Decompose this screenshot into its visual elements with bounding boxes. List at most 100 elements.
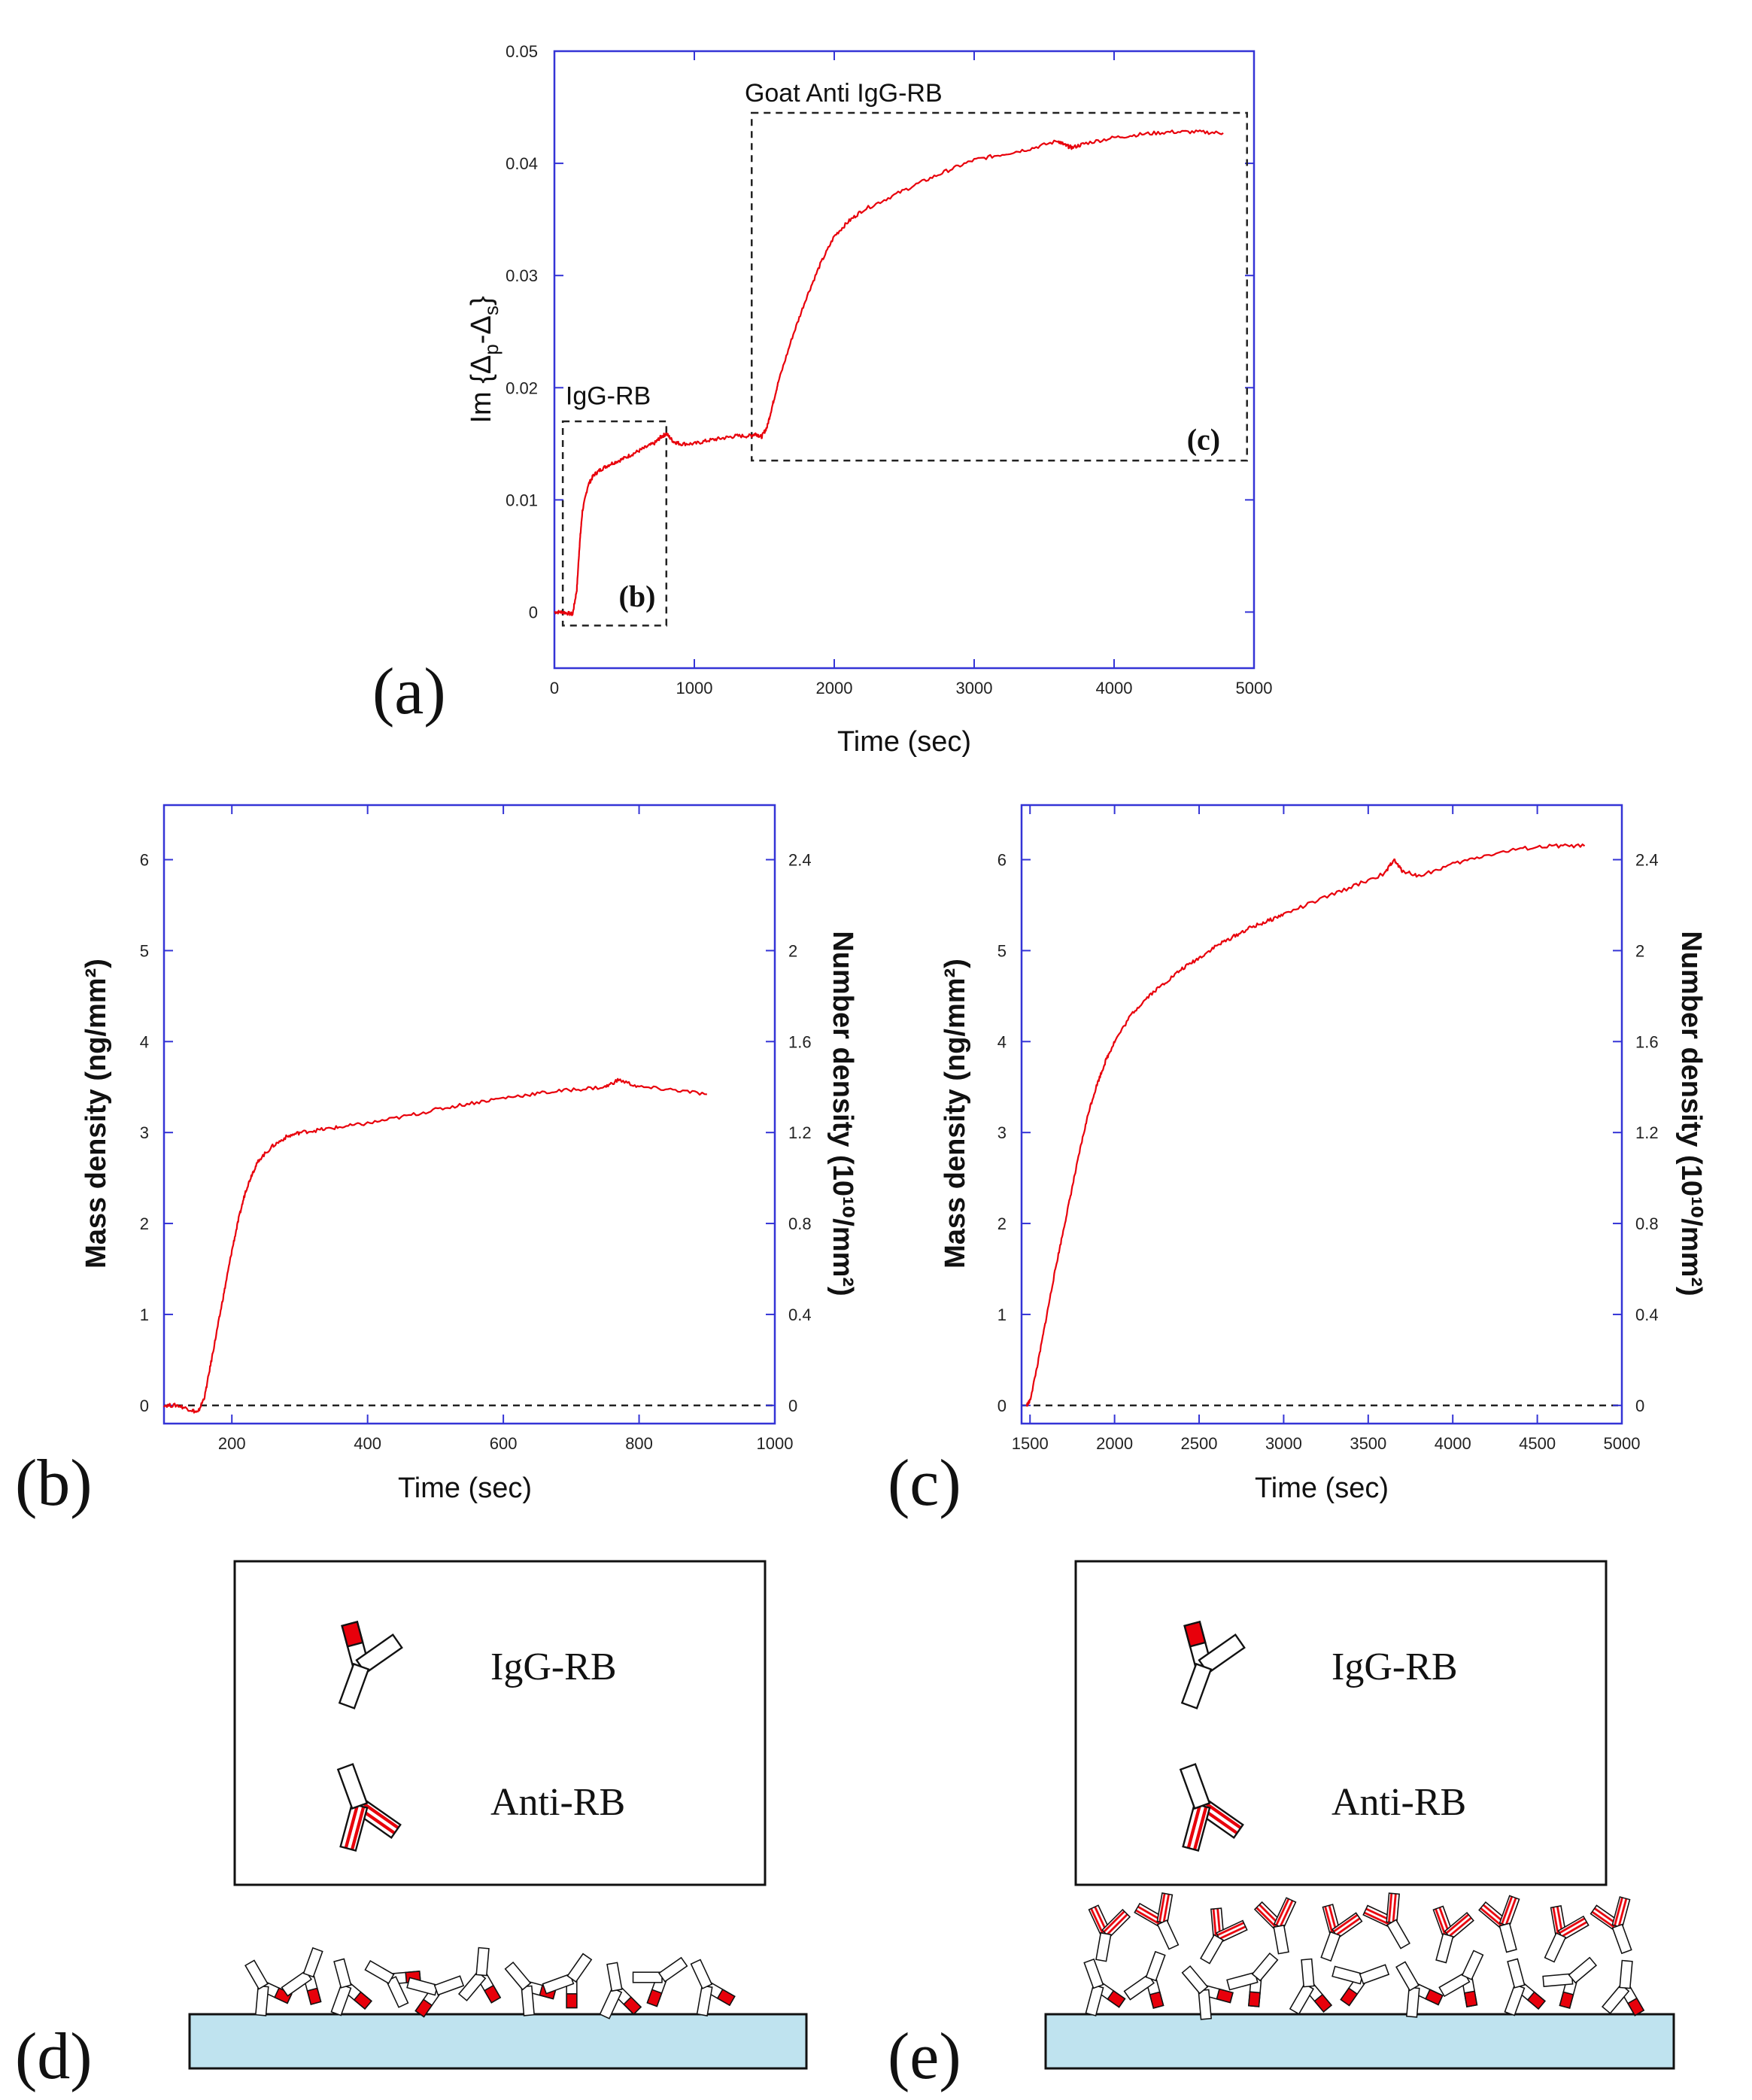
y-tick-label: 4: [997, 1032, 1007, 1051]
y2-tick-label: 2.4: [788, 851, 812, 870]
panel-label-b: (b): [15, 1447, 93, 1520]
anti-rb-antibody: [1529, 1901, 1592, 1970]
y-axis-label-c: Mass density (ng/mm²): [940, 959, 971, 1269]
y-tick-label: 0: [140, 1396, 149, 1415]
y2-tick-label: 2: [1635, 941, 1644, 960]
chart-c: 1500 2000 2500 3000 3500 4000 4500 5000 0 1 2 3 4 5 6 0…: [888, 804, 1707, 1520]
y2-tick-label: 1.6: [788, 1032, 812, 1051]
y2-tick-label: 1.6: [1635, 1032, 1659, 1051]
igg-rb-antibody: [1328, 1949, 1395, 2008]
chart-a: 0 1000 2000 3000 4000 5000 0 0.01 0.02 0.03 0.04 0.…: [372, 42, 1272, 758]
x-tick-label: 2500: [1181, 1434, 1218, 1453]
series-line-c: [1025, 843, 1586, 1407]
panel-label-a: (a): [372, 655, 446, 728]
igg-rb-antibody: [1601, 1958, 1649, 2017]
x-tick-label: 400: [354, 1434, 381, 1453]
substrate-e: [1044, 2013, 1675, 2070]
y-axis-label-a: Im {Δp-Δs}: [466, 296, 503, 423]
igg-rb-antibody: [1068, 1953, 1128, 2019]
x-tick-label: 4500: [1519, 1434, 1556, 1453]
panel-label-d: (d): [15, 2020, 93, 2093]
x-tick-label: 600: [490, 1434, 518, 1453]
x-tick-label: 2000: [1096, 1434, 1133, 1453]
y2-tick-label: 0: [788, 1396, 797, 1415]
igg-rb-antibody: [676, 1952, 738, 2020]
y-tick-label: 3: [997, 1123, 1007, 1142]
igg-rb-antibody: [1285, 1956, 1333, 2016]
y-tick-label: 0.03: [506, 266, 538, 285]
substrate-d: [188, 2013, 808, 2070]
plot-frame-a: [553, 50, 1256, 670]
igg-rb-antibody: [457, 1945, 506, 2004]
legend-box-d: [233, 1560, 767, 1886]
y-tick-label: 1: [997, 1305, 1007, 1324]
tick-labels-a: 0 1000 2000 3000 4000 5000 0 0.01 0.02 0.03 0.04 0.…: [506, 42, 1272, 697]
x-tick-label: 5000: [1236, 679, 1273, 697]
y-tick-label: 0: [529, 603, 538, 621]
annotation-label: IgG-RB: [566, 382, 651, 411]
antibody-layer-d: [231, 1941, 738, 2021]
y-axis-label-b: Mass density (ng/mm²): [80, 959, 112, 1269]
plot-frame-c: [1020, 804, 1623, 1425]
annotation-label: Goat Anti IgG-RB: [745, 79, 943, 108]
anti-rb-antibody: [1186, 1903, 1251, 1972]
y2-tick-label: 2: [788, 941, 797, 960]
x-axis-label-c: Time (sec): [1255, 1472, 1389, 1504]
igg-rb-antibody: [1492, 1954, 1547, 2019]
series-line-a: [554, 129, 1224, 616]
legend-label-anti-d: Anti-RB: [490, 1781, 625, 1824]
x-tick-label: 4000: [1435, 1434, 1471, 1453]
axis-ticks-c: [1022, 805, 1623, 1424]
plot-frame-b: [162, 804, 776, 1425]
x-tick-label: 200: [218, 1434, 246, 1453]
x-tick-label: 800: [625, 1434, 653, 1453]
anti-rb-antibody: [1477, 1892, 1532, 1957]
x-tick-label: 0: [550, 679, 559, 697]
x-axis-label-b: Time (sec): [398, 1472, 532, 1504]
y-tick-label: 0.02: [506, 378, 538, 397]
anti-rb-antibody: [1420, 1903, 1476, 1968]
y-tick-label: 2: [997, 1214, 1007, 1233]
y2-tick-label: 1.2: [1635, 1123, 1659, 1142]
anti-rb-antibody: [1588, 1893, 1647, 1960]
axis-ticks-b: [164, 805, 776, 1424]
panel-label-e: (e): [888, 2020, 961, 2093]
diagram-d: IgG-RB Anti-RB (d): [15, 1560, 808, 2093]
y2-tick-label: 0.4: [1635, 1305, 1659, 1324]
igg-rb-antibody: [318, 1954, 374, 2019]
igg-rb-antibody: [1122, 1945, 1181, 2012]
anti-rb-antibody: [1079, 1903, 1132, 1965]
anti-rb-antibody: [1131, 1889, 1194, 1957]
x-tick-label: 1000: [676, 679, 713, 697]
x-tick-label: 2000: [816, 679, 853, 697]
y2-tick-label: 0: [1635, 1396, 1644, 1415]
x-tick-label: 1500: [1012, 1434, 1049, 1453]
annotation-boxes-a: [561, 111, 1248, 627]
y-tick-label: 5: [140, 941, 149, 960]
annotations-a: IgG-RB Goat Anti IgG-RB (b) (c): [566, 79, 1220, 613]
x-tick-label: 5000: [1604, 1434, 1641, 1453]
x-tick-label: 4000: [1096, 679, 1133, 697]
tick-labels-b: 200 400 600 800 1000 0 1 2 3 4 5 6 0 0.4 0.8 1.2 1.6 2 2.4: [140, 851, 812, 1453]
y2-axis-label-b: Number density (10¹⁰/mm²): [827, 931, 858, 1296]
y-tick-label: 3: [140, 1123, 149, 1142]
axis-ticks-a: [554, 50, 1255, 668]
y2-tick-label: 0.8: [788, 1214, 812, 1233]
y-tick-label: 1: [140, 1305, 149, 1324]
annotation-box: [751, 111, 1248, 462]
igg-rb-antibody: [539, 1943, 606, 2013]
y-tick-label: 0.01: [506, 491, 538, 509]
anti-rb-antibody: [1359, 1888, 1424, 1957]
x-tick-label: 3000: [956, 679, 993, 697]
y2-tick-label: 2.4: [1635, 851, 1659, 870]
y-tick-label: 0: [997, 1396, 1007, 1415]
y-tick-label: 6: [997, 851, 1007, 870]
y2-tick-label: 0.8: [1635, 1214, 1659, 1233]
panel-label-c: (c): [888, 1447, 961, 1520]
tick-labels-c: 1500 2000 2500 3000 3500 4000 4500 5000 0 1 2 3 4 5 6 0…: [997, 851, 1659, 1453]
igg-rb-antibody: [1382, 1953, 1447, 2023]
y-tick-label: 4: [140, 1032, 149, 1051]
igg-rb-antibody: [403, 1960, 470, 2019]
igg-rb-antibody: [627, 1943, 697, 2010]
chart-b: 200 400 600 800 1000 0 1 2 3 4 5 6 0 0.4 0.8 1.2 1.6 2 2.4…: [15, 804, 858, 1520]
